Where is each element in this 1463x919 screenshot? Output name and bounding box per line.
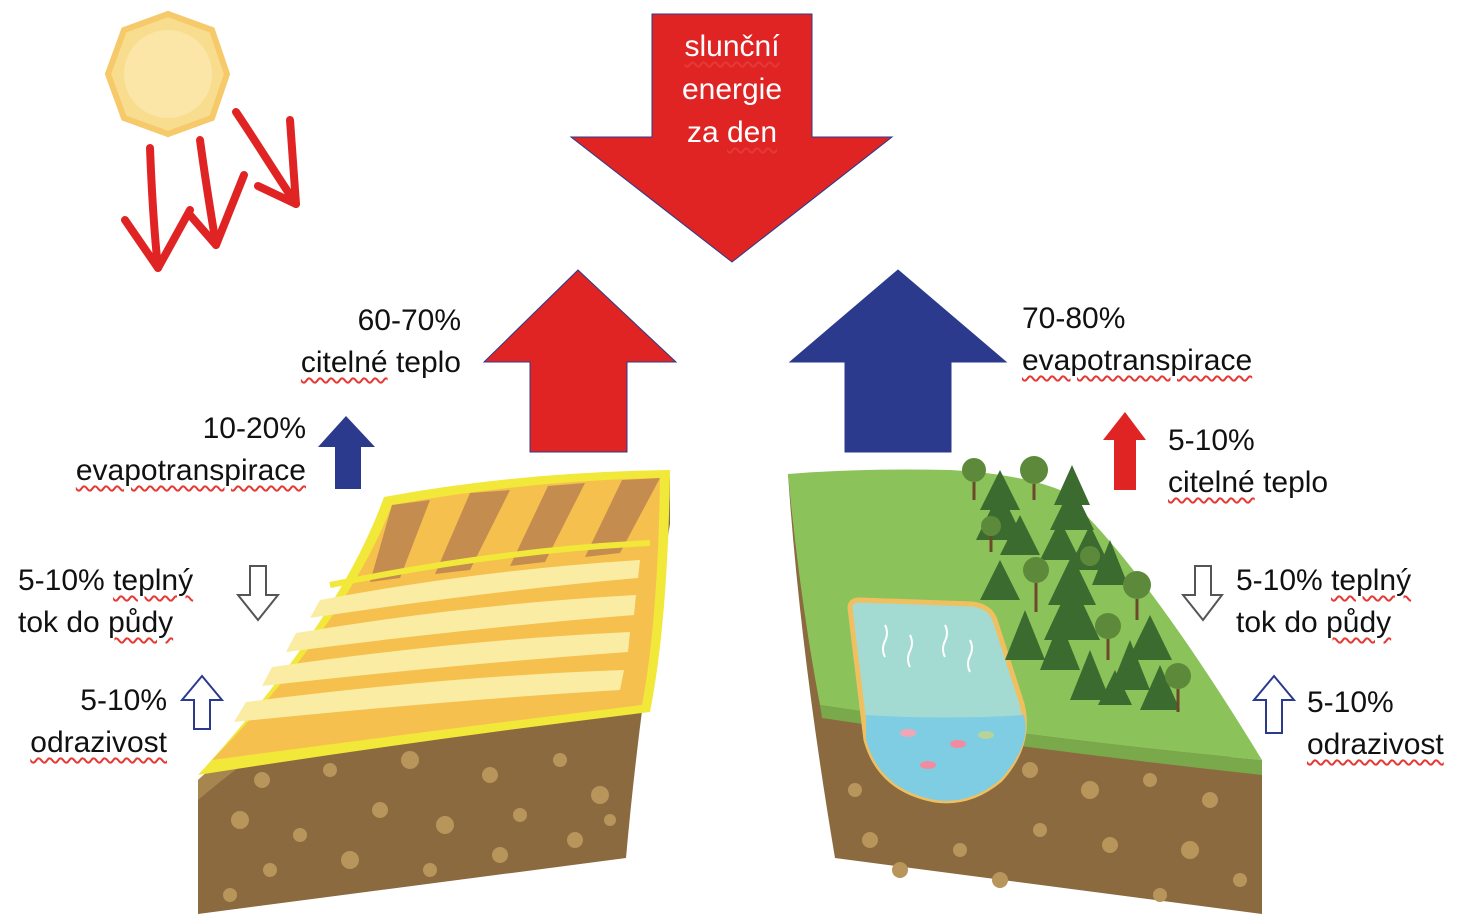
right-flux-line1a: 5-10% [1236,564,1323,597]
right-flux-line2b: půdy [1326,606,1392,639]
left-evapotranspiration-arrow [318,416,375,489]
solar-energy-line1: slunční [684,30,780,63]
forest-pond-block [788,456,1262,914]
right-sensible-pct: 5-10% [1168,424,1255,457]
left-albedo-label: 5-10% odrazivost [30,680,167,764]
left-albedo-arrow [179,674,225,730]
right-sensible-heat-arrow [1103,412,1146,490]
right-evapo-word: evapotranspirace [1022,344,1253,377]
left-ground-flux-label: 5-10% teplný tok do půdy [18,560,193,644]
left-sensible-heat-label: 60-70% citelné teplo [301,300,461,384]
left-flux-line1b: teplný [113,564,194,597]
left-sensible-word1: citelné [300,346,388,379]
left-flux-line1a: 5-10% [18,564,105,597]
left-albedo-pct: 5-10% [80,684,167,717]
right-ground-flux-label: 5-10% teplný tok do půdy [1236,560,1411,644]
right-ground-flux-arrow [1180,565,1225,622]
left-evapo-word: evapotranspirace [75,454,306,487]
right-albedo-label: 5-10% odrazivost [1307,682,1444,766]
left-evapotranspiration-label: 10-20% evapotranspirace [76,408,306,492]
right-sensible-word2: teplo [1263,466,1329,499]
agricultural-field-block [198,470,670,914]
left-flux-line2a: tok do [18,606,100,639]
solar-energy-arrow [569,13,894,263]
right-albedo-word: odrazivost [1307,728,1444,761]
sun-icon [104,10,231,138]
left-evapo-pct: 10-20% [202,412,306,445]
solar-energy-label: slunční energie za den [647,25,817,154]
left-sensible-pct: 60-70% [357,304,461,337]
sunray-arrows-icon [121,108,300,272]
left-sensible-word2: teplo [395,346,461,379]
right-evapotranspiration-label: 70-80% evapotranspirace [1022,298,1252,382]
right-flux-line2a: tok do [1236,606,1318,639]
right-albedo-pct: 5-10% [1307,686,1394,719]
left-sensible-heat-arrow [482,269,678,453]
right-sensible-word1: citelné [1168,466,1255,499]
right-evapotranspiration-arrow [788,269,1008,453]
right-flux-line1b: teplný [1331,564,1412,597]
left-flux-line2b: půdy [108,606,174,639]
right-albedo-arrow [1251,674,1297,734]
solar-energy-line3: den [726,116,778,149]
right-sensible-heat-label: 5-10% citelné teplo [1168,420,1328,504]
right-evapo-pct: 70-80% [1022,302,1126,335]
left-albedo-word: odrazivost [30,726,167,759]
left-ground-flux-arrow [235,565,281,622]
solar-energy-line2: energie [681,73,783,106]
